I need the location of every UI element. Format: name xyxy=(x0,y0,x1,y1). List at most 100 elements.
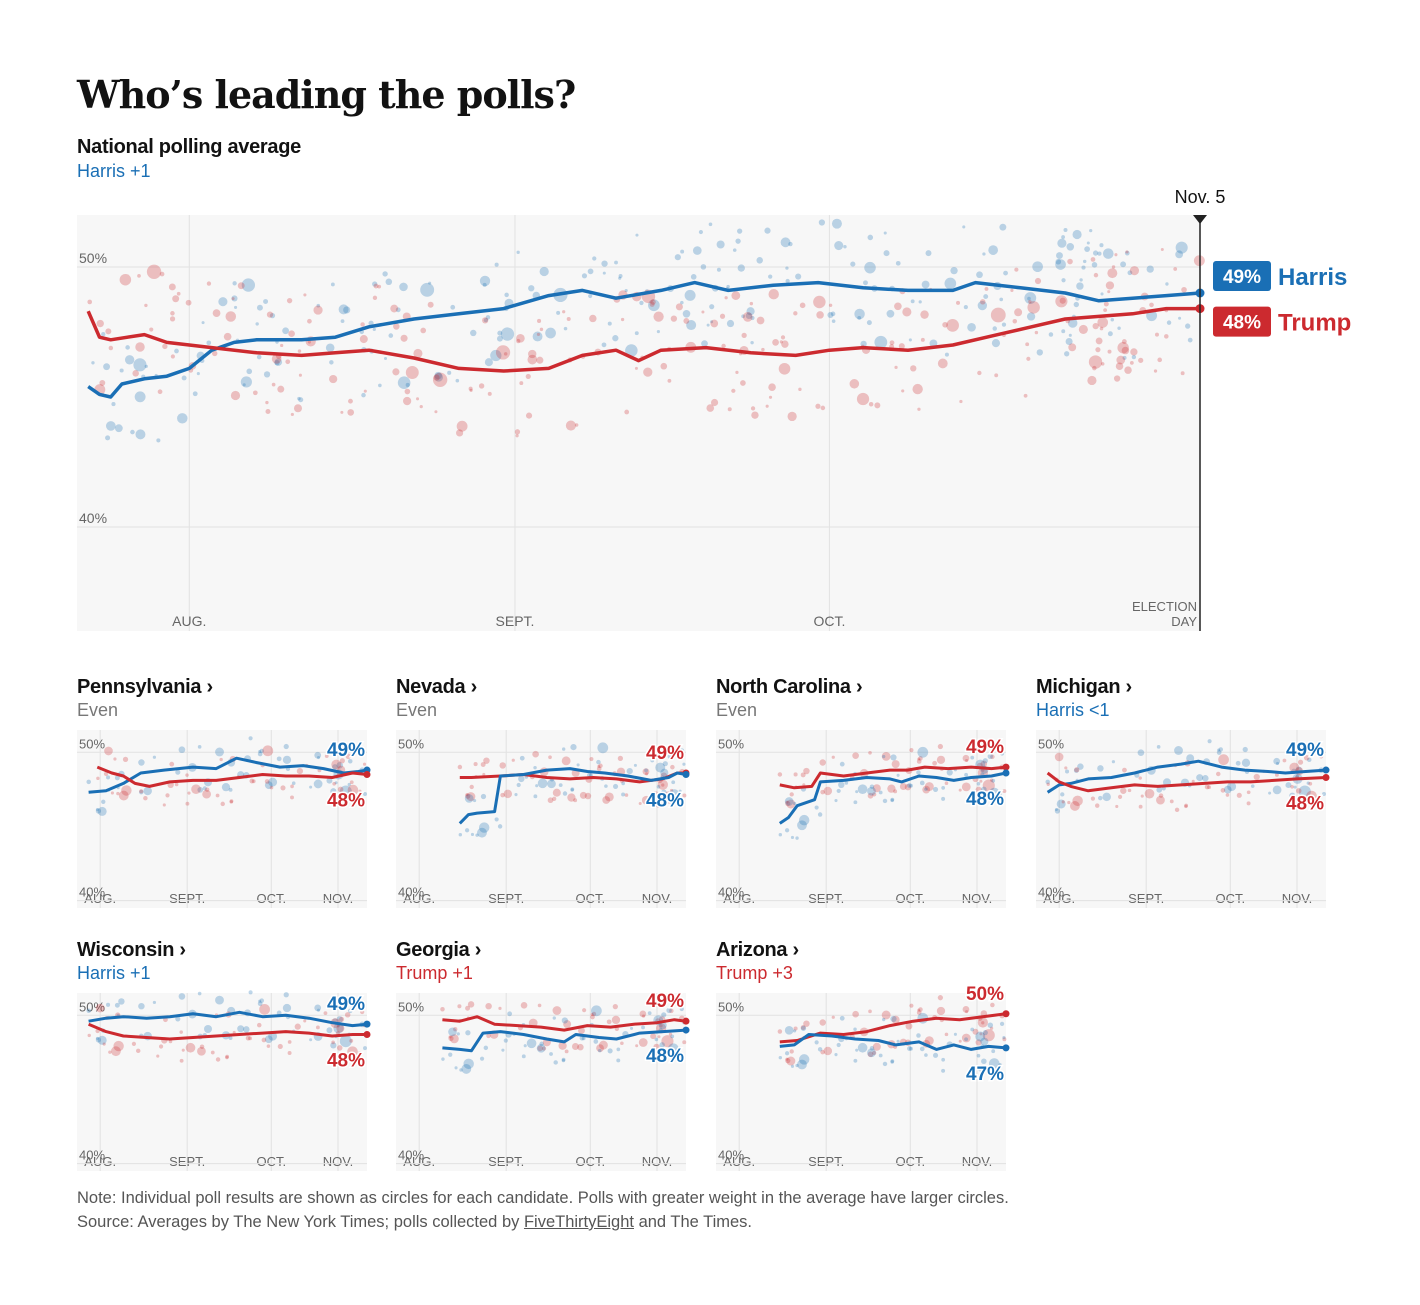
poll-dot xyxy=(1308,781,1313,786)
poll-dot xyxy=(654,1037,659,1042)
poll-dot xyxy=(448,1027,457,1037)
poll-dot xyxy=(958,788,962,792)
poll-dot xyxy=(498,1006,502,1010)
poll-dot xyxy=(916,1010,922,1015)
fivethirtyeight-link[interactable]: FiveThirtyEight xyxy=(523,1213,634,1231)
poll-dot xyxy=(981,1058,987,1065)
poll-dot xyxy=(514,429,521,435)
poll-dot xyxy=(988,787,1000,799)
trump-end-dot xyxy=(363,771,371,778)
state-michigan[interactable]: Michigan › Harris <1 xyxy=(1036,676,1132,721)
poll-dot xyxy=(537,778,548,789)
poll-dot xyxy=(340,319,345,324)
poll-dot xyxy=(946,769,953,776)
poll-dot xyxy=(390,304,399,313)
poll-dot xyxy=(518,775,525,783)
poll-dot xyxy=(990,1002,995,1008)
poll-dot xyxy=(857,784,868,795)
state-name-link[interactable]: Michigan › xyxy=(1036,676,1132,698)
poll-dot xyxy=(1204,784,1210,790)
poll-dot xyxy=(1010,288,1014,292)
poll-dot xyxy=(484,358,493,367)
state-arizona[interactable]: Arizona › Trump +3 xyxy=(716,939,799,984)
poll-dot xyxy=(276,756,282,762)
poll-dot xyxy=(185,773,189,777)
poll-dot xyxy=(701,310,705,314)
poll-dot xyxy=(582,1008,587,1013)
x-tick-label: SEPT. xyxy=(496,613,535,629)
poll-dot xyxy=(1218,754,1229,766)
poll-dot xyxy=(591,1005,602,1017)
poll-dot xyxy=(290,412,294,416)
state-name-link[interactable]: Arizona › xyxy=(716,939,799,961)
poll-dot xyxy=(383,356,388,361)
state-name-link[interactable]: Pennsylvania › xyxy=(77,676,213,698)
poll-dot xyxy=(944,277,957,290)
poll-dot xyxy=(869,1045,875,1051)
poll-dot xyxy=(853,1058,858,1063)
poll-dot xyxy=(1068,333,1072,337)
poll-dot xyxy=(567,793,576,802)
state-name-link[interactable]: North Carolina › xyxy=(716,676,863,698)
state-north-carolina[interactable]: North Carolina › Even xyxy=(716,676,863,721)
state-pennsylvania[interactable]: Pennsylvania › Even xyxy=(77,676,213,721)
state-name-link[interactable]: Nevada › xyxy=(396,676,477,698)
poll-dot xyxy=(1292,798,1296,803)
poll-dot xyxy=(1060,792,1065,797)
poll-dot xyxy=(896,1039,900,1043)
poll-dot xyxy=(683,318,690,324)
state-name-link[interactable]: Wisconsin › xyxy=(77,939,186,961)
poll-dot xyxy=(162,343,168,350)
state-nevada[interactable]: Nevada › Even xyxy=(396,676,477,721)
poll-dot xyxy=(536,1043,546,1053)
poll-dot xyxy=(1088,355,1103,369)
poll-dot xyxy=(536,332,541,337)
state-wisconsin[interactable]: Wisconsin › Harris +1 xyxy=(77,939,186,984)
poll-dot xyxy=(231,297,235,301)
poll-dot xyxy=(440,1007,445,1012)
poll-dot xyxy=(86,779,91,785)
poll-dot xyxy=(907,783,912,788)
poll-dot xyxy=(483,1045,489,1051)
poll-dot xyxy=(570,743,577,751)
poll-dot xyxy=(175,769,181,775)
poll-dot xyxy=(798,814,810,826)
poll-dot xyxy=(731,388,736,393)
poll-dot xyxy=(785,266,789,270)
poll-dot xyxy=(496,335,503,342)
poll-dot xyxy=(280,343,284,348)
poll-dot xyxy=(1174,746,1183,755)
poll-dot xyxy=(978,795,982,800)
poll-dot xyxy=(838,781,845,789)
poll-dot xyxy=(653,311,664,322)
national-leader: Harris +1 xyxy=(77,161,151,181)
poll-dot xyxy=(894,302,902,311)
poll-dot xyxy=(1097,765,1104,772)
state-leader: Even xyxy=(77,700,119,720)
poll-dot xyxy=(878,790,883,795)
poll-dot xyxy=(1028,299,1032,304)
poll-dot xyxy=(1129,266,1140,276)
poll-dot xyxy=(168,1039,173,1044)
poll-dot xyxy=(777,772,783,777)
poll-dot xyxy=(612,783,619,789)
poll-dot xyxy=(895,260,901,266)
poll-dot xyxy=(556,310,561,315)
poll-dot xyxy=(655,762,666,773)
state-name-link[interactable]: Georgia › xyxy=(396,939,482,961)
trump-end-dot xyxy=(363,1031,371,1039)
harris-value-badge xyxy=(1213,261,1271,291)
poll-dot xyxy=(1070,801,1080,811)
poll-dot xyxy=(263,371,271,378)
poll-dot xyxy=(202,786,207,791)
poll-dot xyxy=(192,391,198,397)
poll-dot xyxy=(456,420,468,432)
poll-dot xyxy=(329,374,338,384)
poll-dot xyxy=(307,318,312,324)
poll-dot xyxy=(1107,349,1112,354)
state-georgia[interactable]: Georgia › Trump +1 xyxy=(396,939,481,984)
poll-dot xyxy=(338,304,349,315)
poll-dot xyxy=(1289,762,1300,773)
state-leader: Harris <1 xyxy=(1036,700,1110,720)
poll-dot xyxy=(1107,290,1111,294)
